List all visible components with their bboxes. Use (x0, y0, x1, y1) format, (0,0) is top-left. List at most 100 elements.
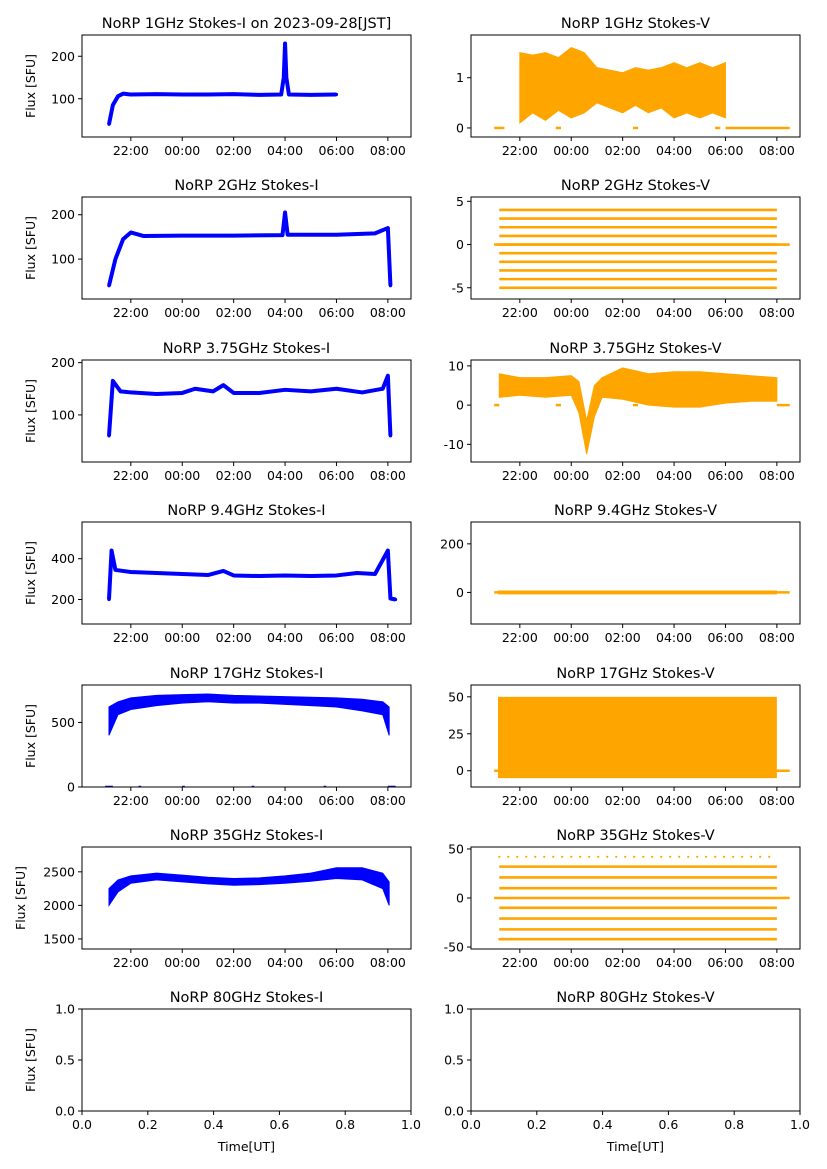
data-point (714, 855, 717, 858)
data-point (154, 92, 159, 96)
data-point (283, 388, 287, 392)
x-tick-label: 06:00 (318, 143, 354, 158)
axes-frame (81, 1008, 412, 1112)
data-point (111, 379, 115, 383)
x-tick-label: 00:00 (553, 955, 589, 970)
x-tick-label: 08:00 (370, 305, 406, 320)
data-point (280, 233, 285, 237)
y-axis-label: Flux [SFU] (23, 216, 38, 280)
data-point (498, 855, 501, 858)
data-point (624, 855, 627, 858)
plot-area (494, 696, 790, 779)
data-point (759, 938, 762, 941)
y-axis-label: Flux [SFU] (23, 704, 38, 768)
plot-area (494, 367, 790, 455)
x-tick-label: 00:00 (164, 305, 200, 320)
data-point (388, 596, 393, 601)
panel-9: NoRP 17GHz Stokes-I Flux [SFU] 22:00 00:00 0… (23, 666, 412, 808)
y-tick-label: 0 (456, 120, 464, 135)
data-point (107, 122, 111, 126)
data-point (588, 938, 591, 941)
data-point (221, 569, 225, 573)
data-point (232, 92, 236, 96)
y-tick-label: 0 (456, 763, 464, 778)
y-axis-label: Flux [SFU] (23, 54, 38, 118)
x-tick-label: 06:00 (318, 468, 354, 483)
x-tick-label: 08:00 (370, 468, 406, 483)
axes-frame (81, 196, 412, 300)
panel-11: NoRP 35GHz Stokes-I Flux [SFU] 22:00 00:00 0… (13, 828, 412, 970)
data-point (180, 233, 184, 238)
panel-12: NoRP 35GHz Stokes-V 22:00 00:00 02:00 04:00 0… (444, 828, 801, 970)
data-point (678, 938, 681, 941)
x-axis-label: Time[UT] (606, 1139, 664, 1154)
series-line (106, 548, 396, 602)
panel-14: NoRP 80GHz Stokes-V Time[UT] 0.0 0.2 0.4 0.6 0… (444, 990, 810, 1154)
plot-area (107, 41, 339, 126)
data-point (759, 855, 762, 858)
panel-3: NoRP 2GHz Stokes-I Flux [SFU] 22:00 00:00 02… (23, 178, 412, 320)
y-tick-label: 200 (51, 355, 75, 370)
panel-1: NoRP 1GHz Stokes-I on 2023-09-28[JST] Flu… (23, 16, 412, 158)
x-tick-label: 02:00 (216, 955, 252, 970)
x-tick-label: 06:00 (318, 793, 354, 808)
series-band (497, 696, 777, 779)
data-point (543, 938, 546, 941)
data-point (534, 938, 537, 941)
x-tick-label: 0.0 (72, 1117, 92, 1132)
data-point (309, 389, 313, 393)
y-tick-label: -50 (444, 940, 464, 955)
data-point (624, 938, 627, 941)
data-point (660, 855, 663, 858)
x-tick-label: 22:00 (113, 955, 149, 970)
data-point (284, 75, 288, 80)
panel-6: NoRP 3.75GHz Stokes-V 22:00 00:00 02:00 04:0… (444, 341, 801, 483)
plot-area (105, 693, 396, 787)
series-envelope (108, 693, 390, 736)
data-point (154, 571, 159, 575)
x-tick-label: 1.0 (790, 1117, 810, 1132)
data-point (570, 938, 573, 941)
plot-area (106, 548, 398, 602)
y-tick-label: 10 (448, 358, 464, 373)
x-tick-label: 22:00 (502, 468, 538, 483)
y-tick-label: 1 (456, 70, 464, 85)
data-point (107, 597, 111, 602)
data-point (552, 938, 555, 941)
data-point (118, 389, 123, 393)
x-tick-label: 02:00 (605, 793, 641, 808)
plot-area (494, 590, 790, 595)
data-point (221, 383, 225, 387)
data-point (309, 93, 313, 97)
x-tick-label: 22:00 (502, 143, 538, 158)
y-axis-label: Flux [SFU] (23, 541, 38, 605)
y-tick-label: 200 (51, 49, 75, 64)
data-point (579, 855, 582, 858)
y-tick-label: 0.0 (444, 1104, 464, 1119)
axes-frame (81, 521, 412, 625)
x-tick-label: 06:00 (707, 630, 743, 645)
y-tick-label: 200 (51, 592, 75, 607)
data-point (561, 855, 564, 858)
data-point (687, 938, 690, 941)
data-point (393, 597, 398, 602)
data-point (232, 233, 236, 238)
data-point (211, 389, 215, 393)
data-point (129, 230, 133, 235)
x-tick-label: 02:00 (216, 793, 252, 808)
data-point (283, 573, 287, 578)
x-tick-label: 22:00 (113, 305, 149, 320)
x-tick-label: 06:00 (707, 793, 743, 808)
x-tick-label: 08:00 (759, 468, 795, 483)
x-tick-label: 00:00 (553, 143, 589, 158)
data-point (334, 573, 339, 578)
series-line (106, 373, 393, 436)
y-tick-label: 0.5 (444, 1053, 464, 1068)
x-tick-label: 04:00 (267, 143, 303, 158)
data-point (193, 387, 197, 391)
y-tick-label: 2000 (43, 898, 75, 913)
y-tick-label: -10 (444, 437, 464, 452)
x-tick-label: 00:00 (164, 793, 200, 808)
x-tick-label: 00:00 (164, 955, 200, 970)
x-tick-label: 08:00 (759, 955, 795, 970)
